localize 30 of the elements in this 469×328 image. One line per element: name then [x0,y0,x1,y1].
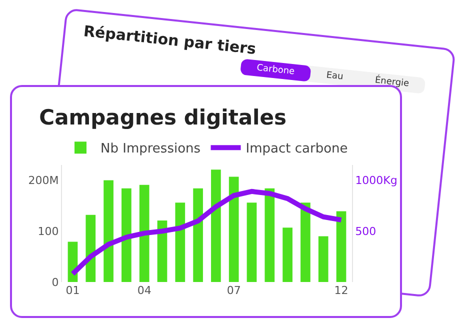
bar [282,228,292,282]
y-tick-label: 100 [38,224,59,238]
legend-label: Impact carbone [246,142,348,157]
bar [104,180,114,282]
bar [318,236,328,282]
text: Carbone [240,58,312,82]
text: Répartition par tiers [82,22,257,58]
y-tick-label: 200M [28,174,59,188]
text: Énergie [373,74,411,92]
bar [193,188,203,282]
text: Eau [324,70,345,84]
bar [228,176,239,282]
bar [122,188,132,282]
y-tick-label: 0 [52,276,59,289]
bar [264,188,275,282]
x-tick-label: 04 [137,284,152,297]
legend-label: Nb Impressions [100,142,201,157]
y2-tick-label: 500 [355,224,376,238]
x-tick-label: 01 [66,284,80,297]
x-tick-label: 07 [226,284,241,297]
chart-title: Campagnes digitales [39,106,286,130]
bar [175,202,186,282]
bar [86,214,96,282]
bar [246,202,257,282]
x-tick-label: 12 [334,284,348,297]
bar [300,202,310,282]
bar [211,170,221,282]
bar [139,184,150,282]
y2-tick-label: 1000Kg [355,174,398,188]
bar [336,211,346,282]
